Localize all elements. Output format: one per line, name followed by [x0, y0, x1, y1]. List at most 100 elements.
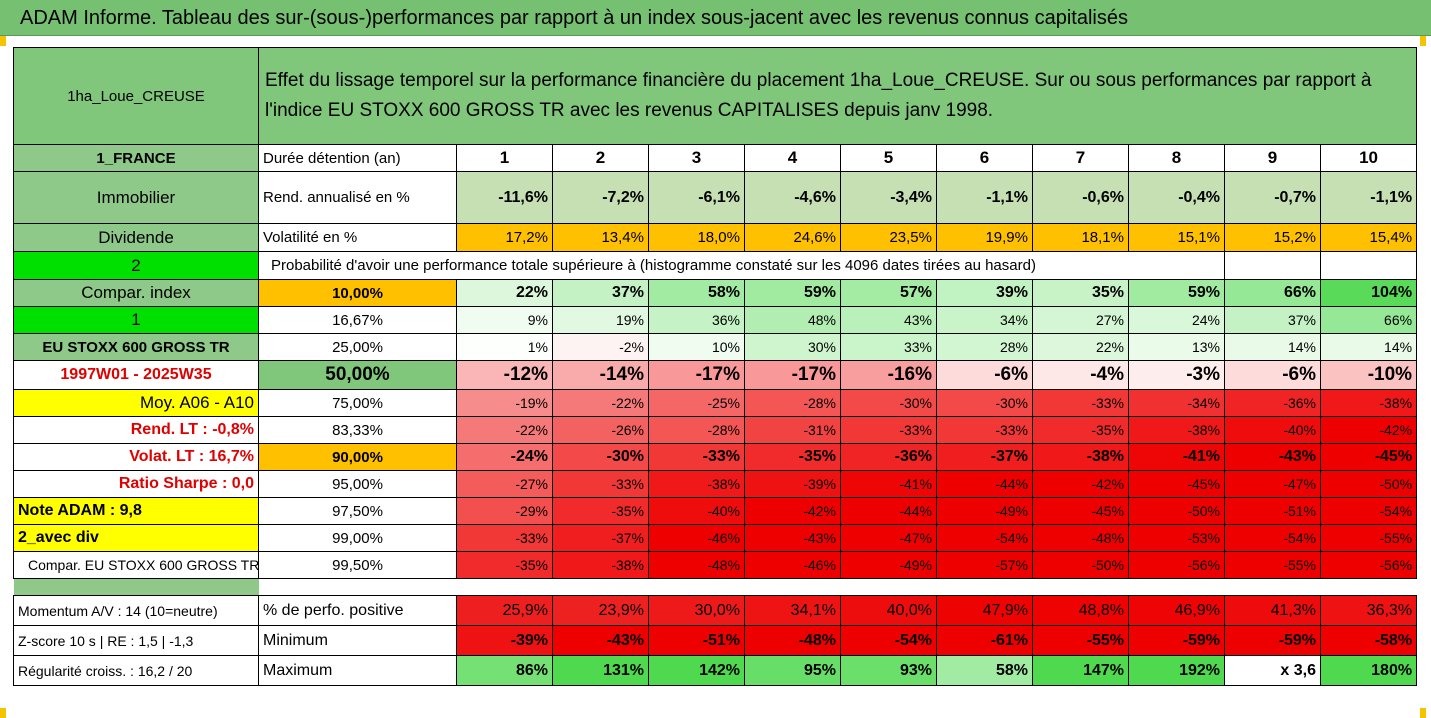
percentile-cell-3-6: 28% [936, 333, 1033, 361]
corner-mark-bottom-left [0, 708, 6, 718]
percentile-cell-9-5: -44% [840, 497, 937, 525]
percentile-cell-1-8: 59% [1128, 279, 1225, 307]
percentile-label-4: 50,00% [258, 360, 457, 390]
rend-cell-2: -7,2% [552, 171, 649, 224]
percentile-cell-4-2: -14% [552, 360, 649, 390]
percentile-cell-8-8: -45% [1128, 470, 1225, 498]
percentile-cell-10-2: -37% [552, 524, 649, 552]
year-header-8: 8 [1128, 144, 1225, 172]
year-header-7: 7 [1032, 144, 1129, 172]
description-line-2: l'indice EU STOXX 600 GROSS TR avec les … [265, 100, 994, 121]
percentile-cell-1-3: 58% [648, 279, 745, 307]
percentile-cell-4-10: -10% [1319, 360, 1418, 390]
regularite-label: Régularité croiss. : 16,2 / 20 [13, 655, 259, 686]
percentile-cell-7-6: -37% [936, 443, 1033, 471]
percentile-cell-3-2: -2% [552, 333, 649, 361]
maximum-cell-4: 95% [744, 655, 841, 686]
summary-row-3: Régularité croiss. : 16,2 / 20 Maximum 86%… [13, 655, 1418, 686]
percentile-cell-11-10: -56% [1319, 551, 1418, 579]
index-name-label: EU STOXX 600 GROSS TR [13, 333, 259, 361]
country-label: 1_FRANCE [13, 144, 259, 172]
perfo-pos-cell-2: 23,9% [552, 595, 649, 626]
percentile-cell-4-7: -4% [1032, 360, 1129, 390]
year-header-6: 6 [936, 144, 1033, 172]
percentile-cell-8-6: -44% [936, 470, 1033, 498]
percentile-row-3: EU STOXX 600 GROSS TR 25,00% 1% -2% 10% 30% 33… [13, 333, 1418, 361]
percentile-cell-9-10: -54% [1319, 497, 1418, 525]
percentile-cell-10-6: -54% [936, 524, 1033, 552]
percentile-label-10: 99,00% [258, 524, 457, 552]
percentile-cell-2-10: 66% [1319, 306, 1418, 334]
volat-cell-2: 13,4% [552, 223, 649, 252]
period-label: 1997W01 - 2025W35 [13, 360, 259, 390]
percentile-cell-7-4: -35% [744, 443, 841, 471]
year-header-3: 3 [648, 144, 745, 172]
minimum-cell-4: -48% [744, 625, 841, 656]
volat-cell-5: 23,5% [840, 223, 937, 252]
perfo-pos-cell-1: 25,9% [456, 595, 553, 626]
percentile-cell-5-1: -19% [456, 389, 553, 417]
proba-row: 2 Probabilité d'avoir une performance to… [13, 251, 1418, 280]
percentile-cell-10-7: -48% [1032, 524, 1129, 552]
percentile-label-8: 95,00% [258, 470, 457, 498]
percentile-cell-5-6: -30% [936, 389, 1033, 417]
percentile-cell-11-5: -49% [840, 551, 937, 579]
percentile-label-9: 97,50% [258, 497, 457, 525]
rend-label: Rend. annualisé en % [258, 171, 457, 224]
perfo-pos-cell-5: 40,0% [840, 595, 937, 626]
percentile-cell-4-5: -16% [840, 360, 937, 390]
percentile-cell-9-4: -42% [744, 497, 841, 525]
percentile-cell-7-2: -30% [552, 443, 649, 471]
performance-table: 1ha_Loue_CREUSE Effet du lissage tempore… [13, 47, 1418, 686]
percentile-cell-3-3: 10% [648, 333, 745, 361]
percentile-cell-10-9: -54% [1224, 524, 1321, 552]
percentile-cell-8-3: -38% [648, 470, 745, 498]
report-title: ADAM Informe. Tableau des sur-(sous-)per… [20, 7, 1128, 29]
percentile-cell-5-4: -28% [744, 389, 841, 417]
percentile-row-6: Rend. LT : -0,8% 83,33% -22% -26% -28% -31% -3… [13, 416, 1418, 444]
maximum-cell-5: 93% [840, 655, 937, 686]
percentile-cell-1-9: 66% [1224, 279, 1321, 307]
percentile-cell-6-2: -26% [552, 416, 649, 444]
percentile-cell-7-5: -36% [840, 443, 937, 471]
percentile-cell-7-8: -41% [1128, 443, 1225, 471]
percentile-cell-6-7: -35% [1032, 416, 1129, 444]
percentile-cell-6-6: -33% [936, 416, 1033, 444]
percentile-cell-1-2: 37% [552, 279, 649, 307]
summary-row-2: Z-score 10 s | RE : 1,5 | -1,3 Minimum -39… [13, 625, 1418, 656]
percentile-label-5: 75,00% [258, 389, 457, 417]
momentum-label: Momentum A/V : 14 (10=neutre) [13, 595, 259, 626]
percentile-cell-8-4: -39% [744, 470, 841, 498]
percentile-row-10: 2_avec div 99,00% -33% -37% -46% -43% -47% -54%… [13, 524, 1418, 552]
perfo-pos-cell-3: 30,0% [648, 595, 745, 626]
minimum-cell-9: -59% [1224, 625, 1321, 656]
volat-lt-label: Volat. LT : 16,7% [13, 443, 259, 471]
zscore-label: Z-score 10 s | RE : 1,5 | -1,3 [13, 625, 259, 656]
percentile-label-7: 90,00% [258, 443, 457, 471]
minimum-cell-2: -43% [552, 625, 649, 656]
minimum-cell-6: -61% [936, 625, 1033, 656]
percentile-cell-9-8: -50% [1128, 497, 1225, 525]
year-header-1: 1 [456, 144, 553, 172]
percentile-cell-2-9: 37% [1224, 306, 1321, 334]
sharpe-label: Ratio Sharpe : 0,0 [13, 470, 259, 498]
summary-row-1: Momentum A/V : 14 (10=neutre)% de perfo.… [13, 595, 1418, 626]
duree-label: Durée détention (an) [258, 144, 457, 172]
proba-empty-2 [1319, 251, 1418, 280]
perfo-pos-cell-7: 48,8% [1032, 595, 1129, 626]
percentile-cell-5-9: -36% [1224, 389, 1321, 417]
percentile-cell-5-7: -33% [1032, 389, 1129, 417]
year-header-10: 10 [1319, 144, 1418, 172]
percentile-cell-6-1: -22% [456, 416, 553, 444]
percentile-cell-5-8: -34% [1128, 389, 1225, 417]
percentile-cell-10-4: -43% [744, 524, 841, 552]
percentile-cell-6-3: -28% [648, 416, 745, 444]
header-row: 1ha_Loue_CREUSE Effet du lissage tempore… [13, 47, 1418, 145]
percentile-cell-5-2: -22% [552, 389, 649, 417]
avec-div-label: 2_avec div [13, 524, 259, 552]
perfo-pos-cell-6: 47,9% [936, 595, 1033, 626]
percentile-row-1: Compar. index 10,00% 22% 37% 58% 59% 57% 39% 35%… [13, 279, 1418, 307]
spacer-row [13, 578, 1417, 596]
maximum-cell-7: 147% [1032, 655, 1129, 686]
percentile-cell-9-7: -45% [1032, 497, 1129, 525]
